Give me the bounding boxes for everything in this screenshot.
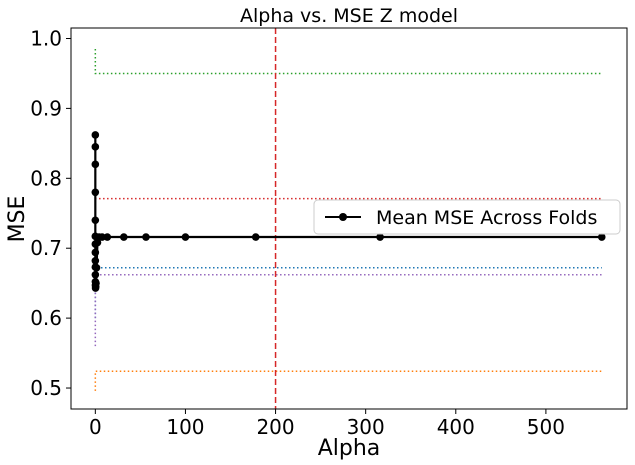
series-line-3 <box>94 267 602 319</box>
x-axis-label: Alpha <box>318 436 381 461</box>
data-point <box>597 233 606 241</box>
series-line-1 <box>94 48 602 75</box>
x-tick-label: 100 <box>166 415 204 439</box>
chart-title: Alpha vs. MSE Z model <box>240 5 458 27</box>
x-axis-ticks: 0 100 200 300 400 500 <box>89 409 565 439</box>
data-point <box>120 233 128 241</box>
y-axis-ticks: 0.5 0.6 0.7 0.8 0.9 1.0 <box>30 26 71 400</box>
y-tick-label: 1.0 <box>30 26 62 50</box>
data-point <box>92 279 100 287</box>
y-tick-label: 0.8 <box>30 166 62 190</box>
x-tick-label: 300 <box>347 415 385 439</box>
data-point <box>91 216 100 225</box>
data-point <box>98 233 106 241</box>
data-point <box>92 263 101 272</box>
data-point <box>91 188 100 197</box>
x-tick-label: 500 <box>527 415 565 439</box>
x-tick-label: 200 <box>256 415 294 439</box>
y-tick-label: 0.9 <box>30 96 62 120</box>
data-point <box>181 233 190 241</box>
y-axis-label: MSE <box>5 196 30 243</box>
data-point <box>91 248 100 257</box>
x-tick-label: 400 <box>437 415 475 439</box>
data-point <box>91 131 100 139</box>
data-point <box>91 256 100 265</box>
plot-markers <box>91 131 606 292</box>
data-point <box>103 233 112 241</box>
data-point <box>91 160 100 169</box>
x-tick-label: 0 <box>89 415 102 439</box>
data-point <box>142 233 150 241</box>
y-tick-label: 0.7 <box>30 236 62 260</box>
plot-frame <box>70 27 628 410</box>
y-tick-label: 0.5 <box>30 376 62 400</box>
data-point <box>251 233 260 241</box>
legend: Mean MSE Across Folds <box>313 199 621 235</box>
y-tick-label: 0.6 <box>30 306 62 330</box>
legend-label: Mean MSE Across Folds <box>376 207 597 229</box>
legend-box <box>313 199 621 235</box>
data-point <box>91 143 100 151</box>
data-point <box>91 270 100 279</box>
legend-marker-sample <box>339 213 347 221</box>
data-point <box>376 233 384 241</box>
